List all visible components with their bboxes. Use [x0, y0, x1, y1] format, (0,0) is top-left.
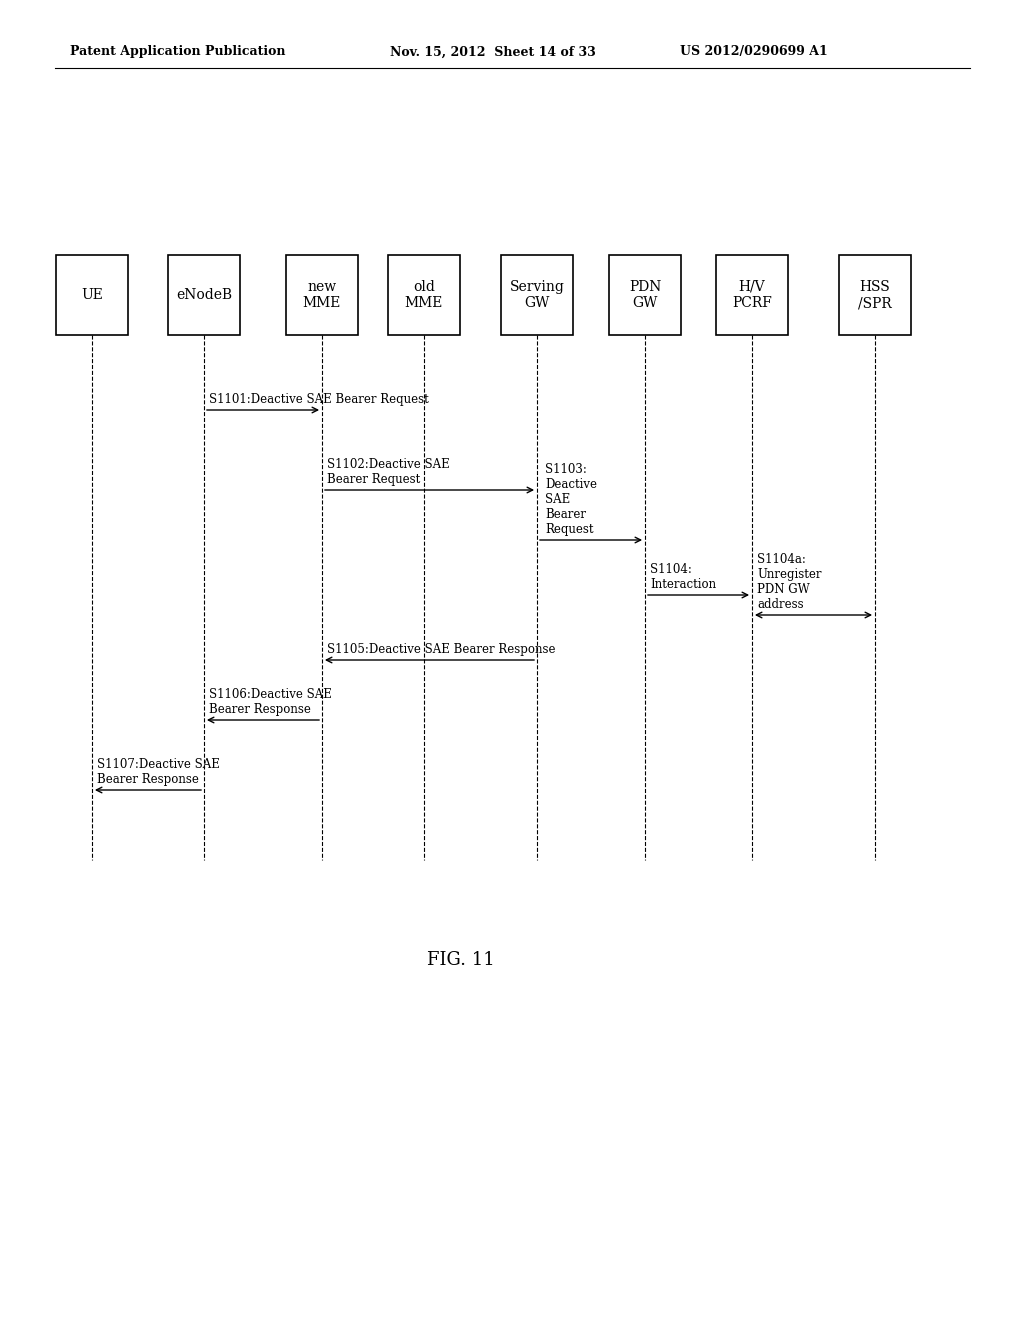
Bar [501, 255, 573, 335]
Text: eNodeB: eNodeB [176, 288, 232, 302]
Bar [716, 255, 788, 335]
Text: Patent Application Publication: Patent Application Publication [70, 45, 286, 58]
Bar [839, 255, 911, 335]
Text: S1104:
Interaction: S1104: Interaction [650, 564, 716, 591]
Bar [286, 255, 358, 335]
Bar [388, 255, 460, 335]
Bar [609, 255, 681, 335]
Text: S1107:Deactive SAE
Bearer Response: S1107:Deactive SAE Bearer Response [97, 758, 220, 785]
Text: FIG. 11: FIG. 11 [427, 950, 495, 969]
Text: H/V
PCRF: H/V PCRF [732, 280, 772, 310]
Text: S1103:
Deactive
SAE
Bearer
Request: S1103: Deactive SAE Bearer Request [545, 463, 597, 536]
Text: HSS
/SPR: HSS /SPR [858, 280, 892, 310]
Text: Nov. 15, 2012  Sheet 14 of 33: Nov. 15, 2012 Sheet 14 of 33 [390, 45, 596, 58]
Bar [168, 255, 240, 335]
Text: S1104a:
Unregister
PDN GW
address: S1104a: Unregister PDN GW address [757, 553, 821, 611]
Text: US 2012/0290699 A1: US 2012/0290699 A1 [680, 45, 827, 58]
Text: old
MME: old MME [404, 280, 443, 310]
Text: S1105:Deactive SAE Bearer Response: S1105:Deactive SAE Bearer Response [327, 643, 556, 656]
Text: S1102:Deactive SAE
Bearer Request: S1102:Deactive SAE Bearer Request [327, 458, 450, 486]
Text: S1106:Deactive SAE
Bearer Response: S1106:Deactive SAE Bearer Response [209, 688, 332, 715]
Text: PDN
GW: PDN GW [629, 280, 662, 310]
Text: UE: UE [81, 288, 103, 302]
Text: new
MME: new MME [303, 280, 341, 310]
Text: Serving
GW: Serving GW [510, 280, 564, 310]
Text: S1101:Deactive SAE Bearer Request: S1101:Deactive SAE Bearer Request [209, 393, 429, 407]
Bar [56, 255, 128, 335]
